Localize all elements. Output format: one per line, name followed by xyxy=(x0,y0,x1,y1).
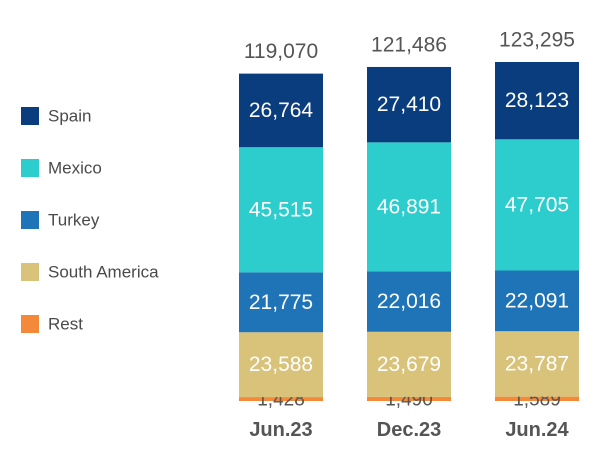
data-label-mexico: 45,515 xyxy=(249,198,313,221)
legend-swatch-rest xyxy=(21,315,39,333)
bar-group-dec-23: 1,49023,67922,01646,89127,410121,486Dec.… xyxy=(367,33,451,441)
bar-segment-rest xyxy=(239,397,323,401)
bar-segment-rest xyxy=(495,396,579,401)
data-label-spain: 28,123 xyxy=(505,89,569,112)
category-label: Jun.24 xyxy=(505,419,569,441)
bar-segment-spain xyxy=(239,73,323,148)
data-label-turkey: 21,775 xyxy=(249,291,313,314)
data-label-south-america: 23,588 xyxy=(249,353,313,376)
bar-segment-south-america xyxy=(239,332,323,398)
total-label: 119,070 xyxy=(244,40,318,63)
data-label-mexico: 46,891 xyxy=(377,195,441,218)
legend-label-spain: Spain xyxy=(48,107,91,126)
bar-segment-turkey xyxy=(495,270,579,332)
total-label: 123,295 xyxy=(499,29,575,52)
legend-item-spain: Spain xyxy=(21,107,91,126)
total-label: 121,486 xyxy=(371,33,447,56)
bar-segment-south-america xyxy=(367,331,451,397)
legend-label-turkey: Turkey xyxy=(48,211,100,230)
data-label-south-america: 23,787 xyxy=(505,352,569,375)
legend-swatch-south-america xyxy=(21,263,39,281)
legend-swatch-mexico xyxy=(21,159,39,177)
data-label-spain: 26,764 xyxy=(249,99,314,122)
bar-segment-rest xyxy=(367,396,451,401)
bar-segment-south-america xyxy=(495,331,579,397)
bar-segment-spain xyxy=(367,66,451,143)
data-label-turkey: 22,091 xyxy=(505,289,569,312)
bar-segment-mexico xyxy=(239,147,323,273)
bar-group-jun-24: 1,58923,78722,09147,70528,123123,295Jun.… xyxy=(495,29,579,441)
bar-segment-mexico xyxy=(495,139,579,271)
data-label-turkey: 22,016 xyxy=(377,290,441,313)
category-label: Jun.23 xyxy=(249,419,312,441)
data-label-spain: 27,410 xyxy=(377,93,441,116)
legend-swatch-turkey xyxy=(21,211,39,229)
data-label-mexico: 47,705 xyxy=(505,193,569,216)
legend: Spain Mexico Turkey South America Rest xyxy=(21,107,159,334)
bar-group-jun-23: 1,42823,58821,77545,51526,764119,070Jun.… xyxy=(239,40,323,441)
bars-area: 1,42823,58821,77545,51526,764119,070Jun.… xyxy=(239,29,579,441)
data-label-south-america: 23,679 xyxy=(377,353,441,376)
bar-segment-mexico xyxy=(367,142,451,272)
legend-item-south-america: South America xyxy=(21,263,159,282)
legend-label-mexico: Mexico xyxy=(48,159,102,178)
legend-label-rest: Rest xyxy=(48,315,83,334)
legend-item-mexico: Mexico xyxy=(21,159,102,178)
category-label: Dec.23 xyxy=(377,419,442,441)
legend-item-turkey: Turkey xyxy=(21,211,100,230)
bar-segment-spain xyxy=(495,62,579,140)
legend-label-south-america: South America xyxy=(48,263,159,282)
legend-swatch-spain xyxy=(21,107,39,125)
bar-segment-turkey xyxy=(367,271,451,332)
legend-item-rest: Rest xyxy=(21,315,83,334)
bar-segment-turkey xyxy=(239,272,323,333)
